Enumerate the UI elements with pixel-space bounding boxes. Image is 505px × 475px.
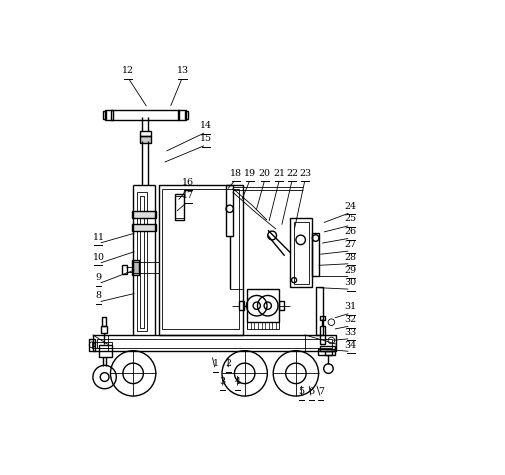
Bar xyxy=(319,346,334,352)
Bar xyxy=(139,136,150,143)
Bar xyxy=(226,185,232,236)
Text: 10: 10 xyxy=(92,253,104,262)
Bar xyxy=(162,189,239,330)
Text: 1: 1 xyxy=(212,359,218,368)
Text: 11: 11 xyxy=(92,233,104,242)
Text: 32: 32 xyxy=(344,315,356,324)
Text: 13: 13 xyxy=(176,66,188,76)
Bar xyxy=(132,260,139,275)
Text: 30: 30 xyxy=(344,278,356,287)
Text: 5: 5 xyxy=(298,387,304,396)
Text: 7: 7 xyxy=(317,387,323,396)
Bar xyxy=(140,196,144,328)
Text: 12: 12 xyxy=(121,66,133,76)
Text: 26: 26 xyxy=(344,227,356,236)
Bar xyxy=(105,110,113,120)
Bar xyxy=(91,342,112,348)
Text: 31: 31 xyxy=(344,302,356,311)
Bar xyxy=(319,326,324,344)
Text: 16: 16 xyxy=(182,178,194,187)
Bar xyxy=(102,317,106,326)
Bar xyxy=(312,233,318,276)
Bar xyxy=(122,266,126,274)
Text: 29: 29 xyxy=(344,266,356,275)
Text: 3: 3 xyxy=(219,377,225,386)
Text: 23: 23 xyxy=(298,169,311,178)
Bar xyxy=(99,345,112,357)
Text: 28: 28 xyxy=(344,253,356,262)
Text: 19: 19 xyxy=(243,169,256,178)
Text: 18: 18 xyxy=(229,169,241,178)
Bar xyxy=(325,351,331,355)
Bar xyxy=(290,218,312,287)
Bar xyxy=(175,194,184,220)
Bar xyxy=(246,289,279,322)
Bar xyxy=(175,194,184,218)
Bar xyxy=(139,131,150,136)
Bar xyxy=(136,192,147,332)
Text: 20: 20 xyxy=(258,169,270,178)
Text: 33: 33 xyxy=(344,328,356,337)
Bar xyxy=(132,224,156,231)
Text: 2: 2 xyxy=(225,359,231,368)
Bar xyxy=(100,326,107,333)
Text: 22: 22 xyxy=(286,169,297,178)
Bar xyxy=(89,339,94,352)
Text: 25: 25 xyxy=(344,214,356,223)
Text: 15: 15 xyxy=(200,134,212,143)
Text: 27: 27 xyxy=(344,240,356,249)
Text: 34: 34 xyxy=(344,341,356,350)
Bar xyxy=(178,110,186,120)
Bar xyxy=(239,301,243,310)
Text: 24: 24 xyxy=(344,201,356,210)
Bar xyxy=(279,301,283,310)
Bar xyxy=(111,110,178,120)
Bar xyxy=(246,322,279,330)
Bar xyxy=(159,185,242,335)
Bar xyxy=(103,111,106,119)
Text: 21: 21 xyxy=(273,169,285,178)
Bar xyxy=(319,316,324,320)
Text: 14: 14 xyxy=(200,121,212,130)
Bar xyxy=(316,287,323,335)
Text: 17: 17 xyxy=(182,190,193,200)
Text: 8: 8 xyxy=(95,291,101,300)
Bar xyxy=(96,339,332,348)
Bar xyxy=(293,221,308,284)
Bar xyxy=(185,111,188,119)
Bar xyxy=(132,211,156,218)
Bar xyxy=(317,349,335,355)
Text: 6: 6 xyxy=(308,387,314,396)
Text: 9: 9 xyxy=(95,273,102,282)
Bar xyxy=(93,335,335,352)
Text: 4: 4 xyxy=(234,377,240,386)
